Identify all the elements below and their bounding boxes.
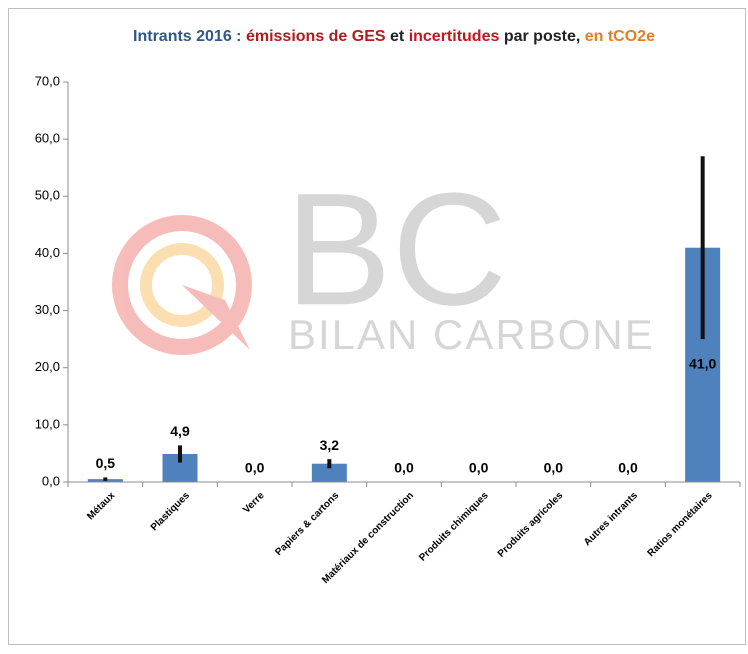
y-tick-label: 70,0 [35, 73, 60, 88]
y-tick-label: 0,0 [42, 473, 60, 488]
title-segment: en tCO2e [585, 28, 655, 45]
y-tick-label: 30,0 [35, 302, 60, 317]
title-segment: incertitudes [409, 28, 500, 45]
data-label: 0,0 [245, 460, 265, 476]
chart-title: Intrants 2016 : émissions de GES et ince… [133, 28, 655, 45]
title-segment: par poste, [499, 28, 584, 45]
y-tick-label: 40,0 [35, 245, 60, 260]
y-tick-label: 20,0 [35, 359, 60, 374]
logo-ring [112, 215, 252, 355]
data-label: 4,9 [170, 423, 190, 439]
logo-ring [140, 243, 224, 327]
data-label: 3,2 [320, 437, 340, 453]
y-tick-label: 10,0 [35, 416, 60, 431]
y-tick-label: 50,0 [35, 188, 60, 203]
bar [311, 463, 347, 482]
data-label: 0,0 [618, 460, 638, 476]
logo-arrow [182, 285, 250, 350]
title-segment: émissions de GES [246, 28, 386, 45]
title-segment: et [386, 28, 409, 45]
data-label: 41,0 [689, 356, 716, 372]
data-label: 0,0 [394, 460, 414, 476]
watermark: BC BILAN CARBONE [112, 159, 655, 358]
chart-frame [8, 8, 746, 645]
watermark-text: BC [285, 159, 507, 338]
title-segment: Intrants 2016 : [133, 28, 246, 45]
data-label: 0,0 [544, 460, 564, 476]
data-label: 0,0 [469, 460, 489, 476]
watermark-text: BILAN CARBONE [288, 311, 655, 358]
y-tick-label: 60,0 [35, 131, 60, 146]
data-label: 0,5 [96, 455, 116, 471]
